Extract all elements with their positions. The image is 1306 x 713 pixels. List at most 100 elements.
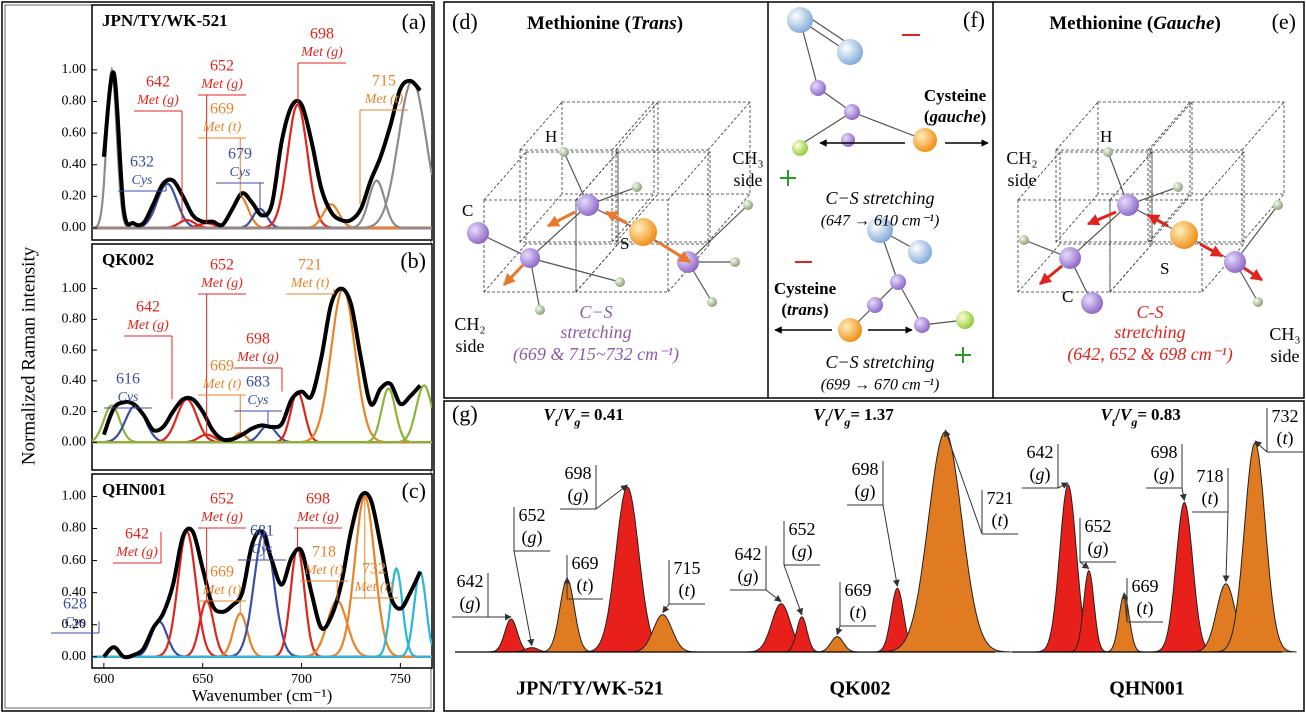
peak-label: 642 <box>146 74 170 91</box>
atom-c <box>844 104 860 120</box>
cube-edge <box>615 101 659 151</box>
peak-label: 698 <box>310 26 334 43</box>
panel-letter: (a) <box>402 9 426 34</box>
cube-edge <box>1151 151 1245 245</box>
peak-tag: (g) <box>1088 538 1109 559</box>
atom-h <box>559 147 569 157</box>
x-tick-label: 600 <box>93 672 114 687</box>
cube-edge <box>1241 101 1285 151</box>
peak-tag: Met (t) <box>354 580 394 595</box>
cube-edge <box>667 151 711 201</box>
stretch-arrow <box>502 263 525 287</box>
y-tick-label: 0.20 <box>62 617 87 632</box>
stretch-arrow <box>1199 242 1224 258</box>
caption: (699 → 670 cm⁻¹) <box>821 377 940 394</box>
cube-edge <box>483 199 577 293</box>
atom-n <box>956 311 974 329</box>
y-tick-label: 0.60 <box>62 342 87 357</box>
cube-edge <box>575 199 669 293</box>
ratio-label: Vt/Vg= <box>544 405 590 429</box>
panel-letter: (c) <box>402 478 426 503</box>
label-arrow <box>1079 561 1090 570</box>
peak-tag: (g) <box>738 566 759 587</box>
ratio-label: Vt/Vg= <box>814 405 860 429</box>
label-arrow <box>835 625 843 636</box>
panel-title: QK002 <box>102 250 154 269</box>
y-tick-label: 0.80 <box>62 521 87 536</box>
peak-label: 718 <box>1197 466 1224 486</box>
component-peak <box>92 384 432 444</box>
stretch-arrow <box>1243 266 1263 282</box>
x-axis-label: Wavenumber (cm⁻¹) <box>192 686 333 705</box>
peak-tag: (t) <box>1136 598 1153 619</box>
component-peak <box>92 570 432 658</box>
cube-edge <box>1191 101 1285 195</box>
peak-label: 652 <box>210 257 234 274</box>
peak-label: 679 <box>228 146 252 163</box>
y-tick-label: 0.20 <box>62 189 87 204</box>
molecule-name: Cysteine <box>774 279 837 298</box>
sample-name: QHN001 <box>1109 678 1185 700</box>
peak-tag: (t) <box>991 510 1008 531</box>
peak-label: 652 <box>1085 516 1112 536</box>
stretch-arrow <box>546 210 576 228</box>
peak-label: 628 <box>63 596 87 613</box>
cube-edge <box>1017 243 1061 293</box>
stretch-arrow <box>604 210 628 225</box>
left-frame <box>1 1 435 712</box>
bond <box>687 204 749 263</box>
cube-edge <box>1059 151 1153 245</box>
panel-letter: (g) <box>452 401 478 426</box>
bond <box>1069 204 1129 259</box>
peak-tag: Met (t) <box>304 563 344 578</box>
y-tick-label: 0.00 <box>62 435 87 450</box>
y-axis-label: Normalized Raman intensity <box>18 246 39 465</box>
group-label: CH₂ <box>1006 148 1037 168</box>
ratio-value: 0.41 <box>594 405 624 424</box>
cube-edge <box>1109 243 1153 293</box>
label-arrow <box>1254 440 1268 453</box>
label-arrow <box>943 429 983 535</box>
cube-edge <box>615 193 659 243</box>
cube-edge <box>1149 193 1193 243</box>
peak-tag: (g) <box>1030 464 1051 485</box>
peak-label: 642 <box>735 544 762 564</box>
label-arrow <box>1121 592 1129 623</box>
x-tick-label: 750 <box>390 672 411 687</box>
cube-edge <box>519 193 563 243</box>
peak-tag: (g) <box>1154 464 1175 485</box>
stretch-arrow <box>657 240 692 264</box>
cube-edge <box>707 101 751 151</box>
cube-edge <box>1055 149 1149 243</box>
caption: stretching <box>560 322 631 342</box>
atom-h <box>1273 200 1283 210</box>
atom-h <box>1253 297 1263 307</box>
peak-tag: Met (g) <box>200 276 243 291</box>
label-arrow <box>1179 487 1187 502</box>
cube-edge <box>1055 101 1099 151</box>
cube-edge <box>575 243 619 293</box>
atom-label: H <box>545 127 557 146</box>
peak-label: 652 <box>519 505 546 525</box>
peak-tag: (g) <box>522 527 543 548</box>
cube-edge <box>1241 193 1285 243</box>
peak <box>1151 501 1218 653</box>
panel-letter: (d) <box>452 9 478 34</box>
molecule-name: Cysteine <box>924 86 987 105</box>
caption: C−S stretching <box>826 352 935 372</box>
peak-tag: Met (t) <box>202 377 242 392</box>
peak-label: 698 <box>246 331 270 348</box>
ratio-value: 0.83 <box>1151 405 1181 424</box>
label-arrow <box>882 504 900 587</box>
caption: (647 → 610 cm⁻¹) <box>821 213 940 230</box>
y-tick-label: 0.60 <box>62 125 87 140</box>
cube-edge <box>1201 151 1245 201</box>
panel-letter: (e) <box>1272 9 1296 34</box>
cube-lattice <box>1017 101 1285 293</box>
bond <box>1234 204 1279 263</box>
atom-s <box>913 128 937 152</box>
peak-tag: Met (g) <box>136 93 179 108</box>
cube-edge <box>519 101 563 151</box>
group-label: CH₃ <box>732 148 763 168</box>
y-tick-label: 0.40 <box>62 157 87 172</box>
